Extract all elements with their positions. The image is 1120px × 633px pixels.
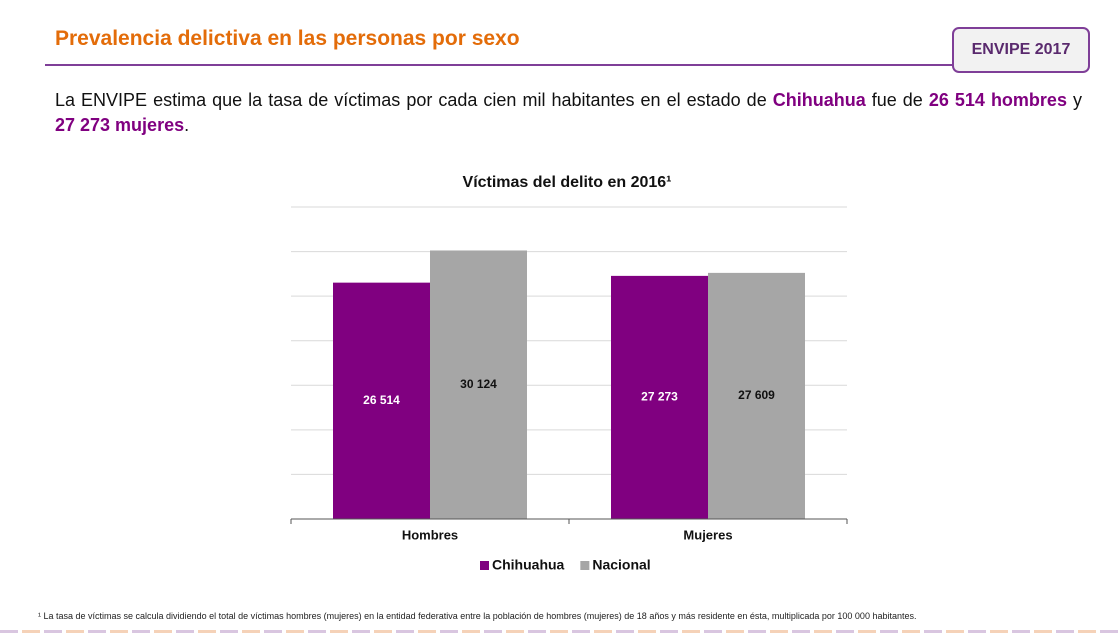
- chart: Víctimas del delito en 2016¹ Hombres 26 5…: [290, 174, 848, 573]
- legend-label: Chihuahua: [492, 557, 565, 573]
- footnote: ¹ La tasa de víctimas se calcula dividie…: [38, 611, 917, 621]
- bar: [611, 275, 708, 519]
- decorative-strip: [0, 630, 1120, 633]
- bar: [430, 250, 527, 519]
- slide-title: Prevalencia delictiva en las personas po…: [55, 27, 520, 50]
- data-label: 27 273: [641, 390, 678, 404]
- intro-part: .: [184, 115, 190, 135]
- intro-part: La ENVIPE estima que la tasa de víctimas…: [55, 90, 773, 110]
- data-label: 30 124: [460, 377, 497, 391]
- bar: [708, 272, 805, 519]
- intro-part: Chihuahua: [772, 90, 866, 110]
- intro-text: La ENVIPE estima que la tasa de víctimas…: [55, 88, 1082, 138]
- intro-part: 27 273 mujeres: [55, 115, 185, 135]
- legend-label: Nacional: [592, 557, 650, 573]
- legend-swatch: [480, 561, 489, 570]
- intro-part: y: [1066, 90, 1082, 110]
- title-rule: [45, 64, 1090, 66]
- data-label: 27 609: [738, 388, 775, 402]
- intro-part: fue de: [865, 90, 929, 110]
- chart-title: Víctimas del delito en 2016¹: [463, 174, 672, 191]
- bar: [333, 282, 430, 519]
- data-label: 26 514: [363, 393, 400, 407]
- intro-part: 26 514 hombres: [928, 90, 1067, 110]
- badge: ENVIPE 2017: [952, 27, 1090, 73]
- legend-swatch: [580, 561, 590, 570]
- x-tick-label: Mujeres: [683, 527, 732, 542]
- x-tick-label: Hombres: [402, 527, 458, 542]
